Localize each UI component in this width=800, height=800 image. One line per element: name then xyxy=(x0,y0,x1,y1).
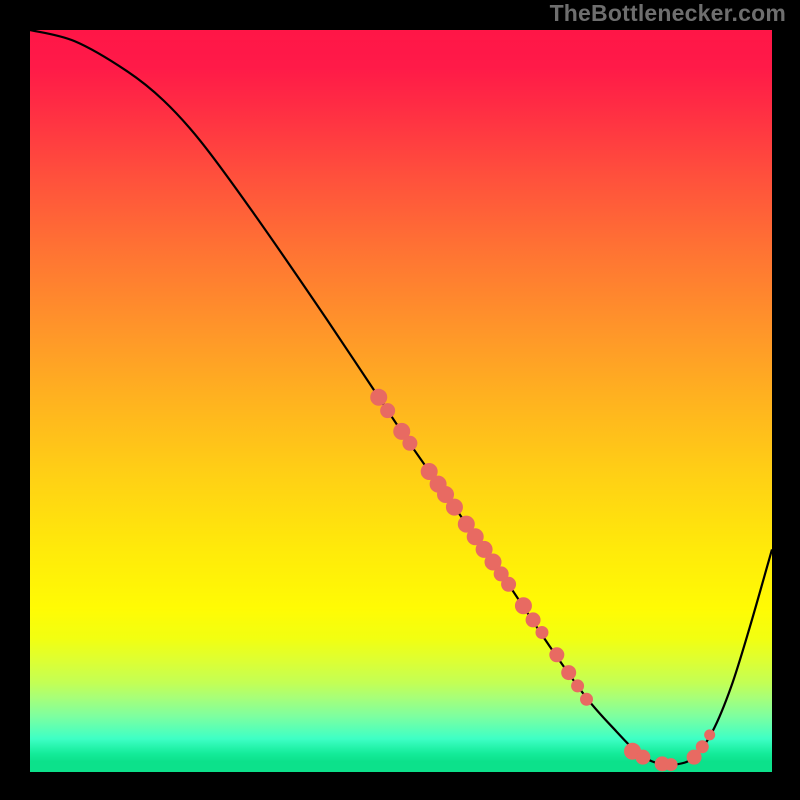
curve-marker xyxy=(562,666,576,680)
bottleneck-chart xyxy=(0,0,800,800)
curve-marker xyxy=(502,577,516,591)
curve-marker xyxy=(381,404,395,418)
curve-marker xyxy=(536,627,548,639)
curve-marker xyxy=(371,389,387,405)
curve-marker xyxy=(526,613,540,627)
curve-marker xyxy=(636,750,650,764)
plot-background xyxy=(30,30,772,772)
curve-marker xyxy=(550,648,564,662)
curve-marker xyxy=(403,436,417,450)
curve-marker xyxy=(581,693,593,705)
curve-marker xyxy=(446,499,462,515)
curve-marker xyxy=(572,680,584,692)
curve-marker xyxy=(515,598,531,614)
curve-marker xyxy=(696,741,708,753)
curve-marker xyxy=(665,759,677,771)
curve-marker xyxy=(705,730,715,740)
stage: TheBottlenecker.com xyxy=(0,0,800,800)
